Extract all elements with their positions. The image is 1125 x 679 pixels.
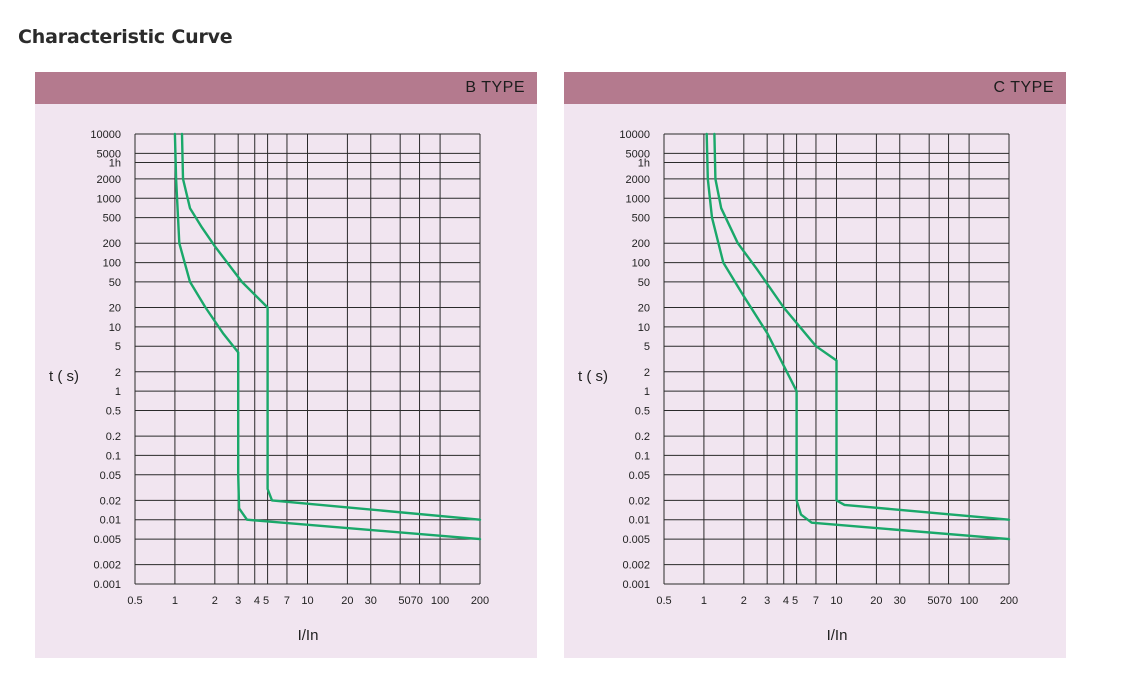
x-tick-label: 0.5	[656, 595, 671, 607]
x-tick-label: 200	[1000, 595, 1018, 607]
y-tick-label: 20	[109, 303, 121, 315]
y-tick-label: 0.2	[106, 431, 121, 443]
y-tick-label: 10000	[90, 129, 121, 141]
chart-title: C TYPE	[993, 79, 1054, 96]
x-tick-label: 7	[813, 595, 819, 607]
y-tick-label: 100	[632, 258, 650, 270]
x-tick-label: 2	[741, 595, 747, 607]
y-tick-label: 2	[644, 367, 650, 379]
chart-panel-b-type: B TYPE 10000 5000 1h 2000 1000 500 200 100 50 20 1…	[35, 72, 537, 658]
y-tick-label: 0.002	[93, 560, 121, 572]
y-tick-label: 500	[632, 213, 650, 225]
x-tick-label: 4 5	[783, 595, 798, 607]
x-tick-label: 30	[894, 595, 906, 607]
x-tick-label: 1	[701, 595, 707, 607]
y-tick-label: 0.1	[106, 450, 121, 462]
y-tick-label: 20	[638, 303, 650, 315]
y-tick-label: 0.2	[635, 431, 650, 443]
y-tick-label: 5	[644, 341, 650, 353]
y-tick-label: 5000	[97, 148, 121, 160]
xtick-layer: 0.5 1 2 3 4 5 7 10 20 30 5070 100 200	[656, 595, 1018, 607]
x-tick-label: 3	[764, 595, 770, 607]
y-tick-label: 0.001	[93, 579, 121, 591]
y-tick-label: 5000	[626, 148, 650, 160]
curve-layer	[705, 132, 1011, 541]
y-tick-label: 0.5	[635, 405, 650, 417]
y-tick-label: 1h	[109, 158, 121, 170]
y-tick-label: 1	[115, 386, 121, 398]
chart-panel-c-type: C TYPE 10000 5000 1h 2000 1000 500 200 100 50 20 1…	[564, 72, 1066, 658]
panel-header: B TYPE	[35, 72, 537, 104]
page-heading: Characteristic Curve	[18, 26, 233, 48]
y-tick-label: 200	[103, 238, 121, 250]
y-tick-label: 0.02	[100, 495, 121, 507]
chart-b-type: 1000050001h200010005002001005020105210.5…	[49, 129, 489, 644]
grid-layer	[134, 133, 481, 585]
y-tick-label: 0.05	[629, 470, 650, 482]
y-tick-label: 0.05	[100, 470, 121, 482]
y-tick-label: 100	[103, 258, 121, 270]
y-axis-title: t ( s)	[49, 368, 79, 385]
y-tick-label: 0.002	[622, 560, 650, 572]
y-tick-label: 1000	[97, 193, 121, 205]
x-tick-label: 5070	[398, 595, 422, 607]
panel-header: C TYPE	[564, 72, 1066, 104]
y-tick-label: 500	[103, 213, 121, 225]
y-tick-label: 0.001	[622, 579, 650, 591]
curve-layer	[173, 132, 482, 541]
y-tick-label: 1h	[638, 158, 650, 170]
x-axis-title: I/In	[827, 627, 848, 644]
x-tick-label: 0.5	[127, 595, 142, 607]
y-tick-label: 50	[638, 277, 650, 289]
y-tick-label: 10	[638, 322, 650, 334]
y-tick-label: 50	[109, 277, 121, 289]
y-tick-label: 0.005	[622, 534, 650, 546]
x-tick-label: 7	[284, 595, 290, 607]
curve-line-2	[180, 132, 482, 521]
y-tick-label: 0.01	[100, 515, 121, 527]
x-tick-label: 5070	[927, 595, 951, 607]
y-tick-label: 0.02	[629, 495, 650, 507]
y-axis-title: t ( s)	[578, 368, 608, 385]
y-tick-label: 200	[632, 238, 650, 250]
x-axis-title: I/In	[298, 627, 319, 644]
curve-line-2	[713, 132, 1011, 521]
chart-title: B TYPE	[465, 79, 525, 96]
curve-line-1	[705, 132, 1011, 541]
y-tick-label: 2000	[626, 174, 650, 186]
x-tick-label: 1	[172, 595, 178, 607]
grid-layer	[663, 133, 1010, 585]
x-tick-label: 10	[301, 595, 313, 607]
x-tick-label: 2	[212, 595, 218, 607]
y-tick-label: 1000	[626, 193, 650, 205]
curve-line-1	[173, 132, 482, 541]
x-tick-label: 100	[960, 595, 978, 607]
y-tick-label: 2	[115, 367, 121, 379]
x-tick-label: 100	[431, 595, 449, 607]
x-tick-label: 30	[365, 595, 377, 607]
x-tick-label: 20	[870, 595, 882, 607]
y-tick-label: 0.005	[93, 534, 121, 546]
y-tick-label: 2000	[97, 174, 121, 186]
y-tick-label: 0.5	[106, 405, 121, 417]
y-tick-label: 10000	[619, 129, 650, 141]
y-tick-label: 0.1	[635, 450, 650, 462]
chart-c-type: 1000050001h200010005002001005020105210.5…	[578, 129, 1018, 644]
x-tick-label: 200	[471, 595, 489, 607]
x-tick-label: 3	[235, 595, 241, 607]
y-tick-label: 0.01	[629, 515, 650, 527]
x-tick-label: 20	[341, 595, 353, 607]
xtick-layer: 0.5 1 2 3 4 5 7 10 20 30 5070 100 200	[127, 595, 489, 607]
x-tick-label: 4 5	[254, 595, 269, 607]
x-tick-label: 10	[830, 595, 842, 607]
y-tick-label: 10	[109, 322, 121, 334]
y-tick-label: 1	[644, 386, 650, 398]
y-tick-label: 5	[115, 341, 121, 353]
